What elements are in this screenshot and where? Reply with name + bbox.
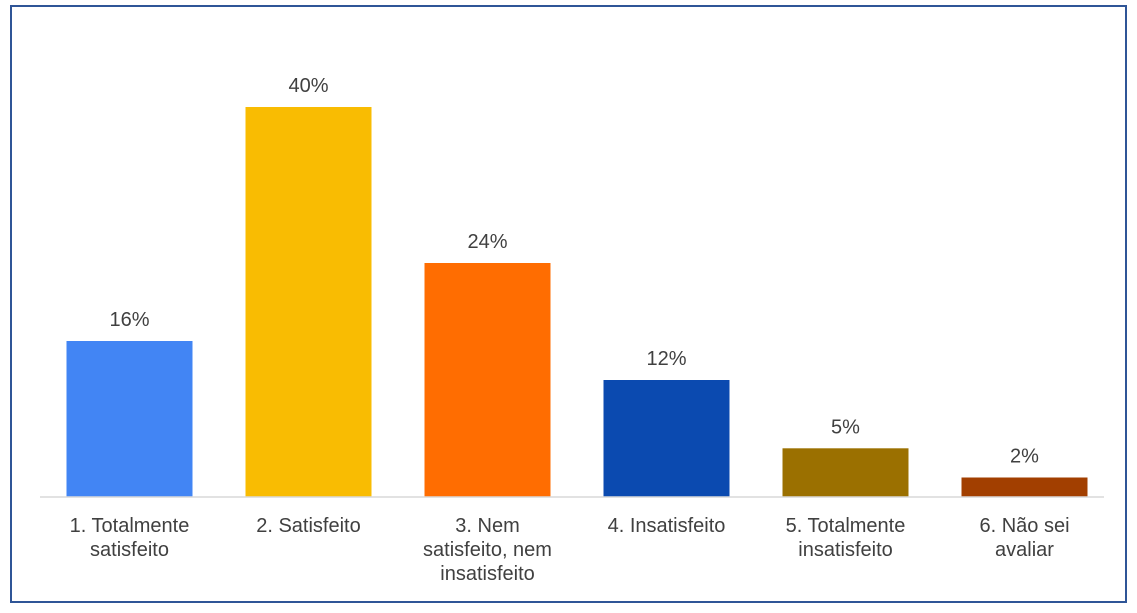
bar-3 bbox=[424, 263, 551, 497]
category-label-2: 2. Satisfeito bbox=[256, 515, 361, 537]
category-labels-layer: 1. Totalmente satisfeito 2. Satisfeito 3. N… bbox=[70, 515, 1070, 585]
data-label-4: 12% bbox=[646, 348, 686, 370]
category-label-line: 2. Satisfeito bbox=[256, 515, 361, 537]
category-label-line: insatisfeito bbox=[440, 563, 535, 585]
category-label-6: 6. Não sei avaliar bbox=[979, 515, 1069, 561]
category-label-line: 3. Nem bbox=[455, 515, 519, 537]
category-label-line: 5. Totalmente bbox=[786, 515, 906, 537]
bars-layer bbox=[66, 107, 1088, 498]
bar-5 bbox=[782, 448, 909, 498]
category-label-line: 6. Não sei bbox=[979, 515, 1069, 537]
category-label-line: 1. Totalmente bbox=[70, 515, 190, 537]
category-label-line: insatisfeito bbox=[798, 539, 893, 561]
bar-1 bbox=[66, 341, 193, 497]
category-label-3: 3. Nem satisfeito, nem insatisfeito bbox=[423, 515, 552, 585]
category-label-5: 5. Totalmente insatisfeito bbox=[786, 515, 906, 561]
labels-layer: 16% 40% 24% 12% 5% 2% bbox=[109, 75, 1039, 468]
chart-frame bbox=[10, 5, 1127, 603]
data-label-1: 16% bbox=[109, 309, 149, 331]
bar-6 bbox=[961, 477, 1088, 497]
category-label-1: 1. Totalmente satisfeito bbox=[70, 515, 190, 561]
category-label-line: satisfeito bbox=[90, 539, 169, 561]
category-label-line: satisfeito, nem bbox=[423, 539, 552, 561]
data-label-3: 24% bbox=[467, 231, 507, 253]
category-label-4: 4. Insatisfeito bbox=[608, 515, 726, 537]
data-label-2: 40% bbox=[288, 75, 328, 97]
data-label-6: 2% bbox=[1010, 446, 1039, 468]
category-label-line: avaliar bbox=[995, 539, 1054, 561]
data-label-5: 5% bbox=[831, 416, 860, 438]
bar-2 bbox=[245, 107, 372, 497]
category-label-line: 4. Insatisfeito bbox=[608, 515, 726, 537]
bar-4 bbox=[603, 380, 730, 497]
